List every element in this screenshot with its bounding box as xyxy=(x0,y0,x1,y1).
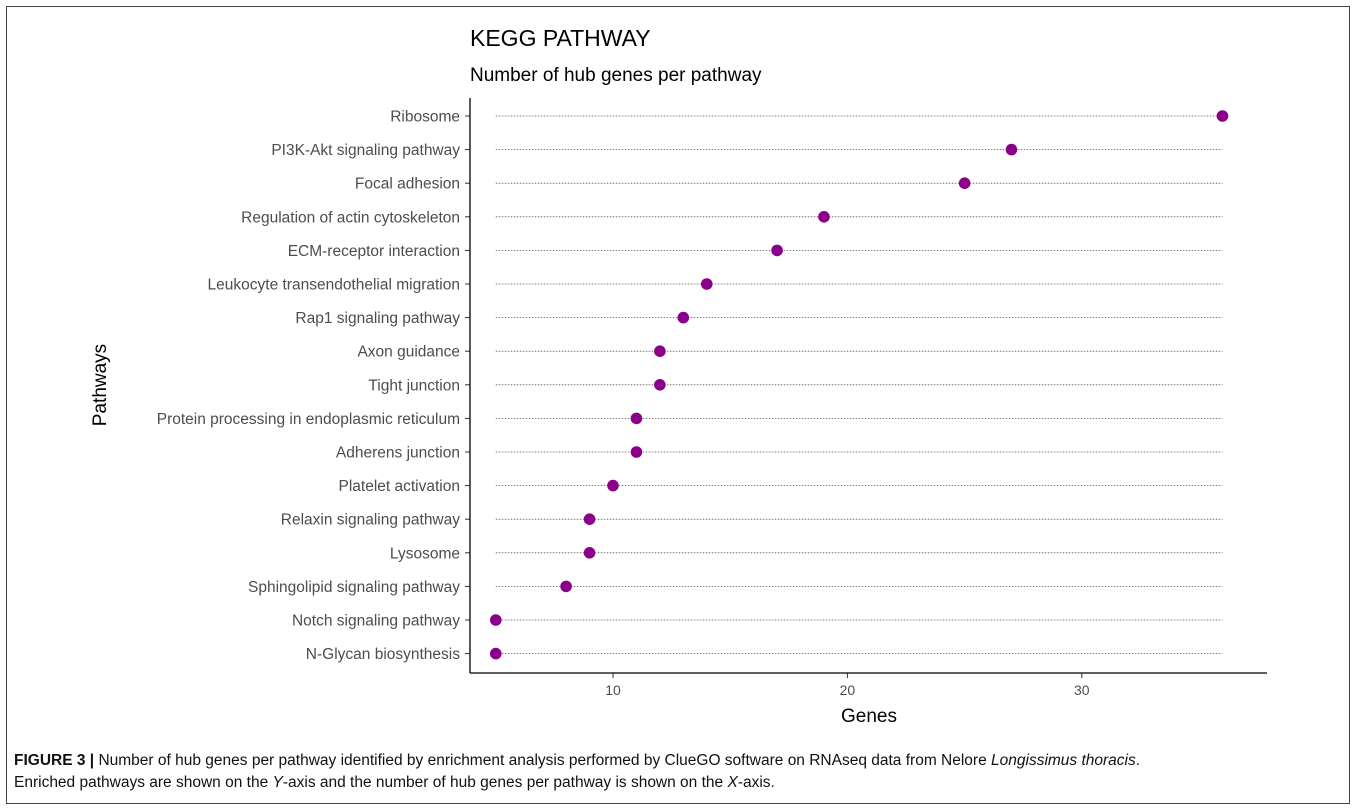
data-point xyxy=(607,479,619,492)
data-point xyxy=(489,614,502,626)
chart-subtitle: Number of hub genes per pathway xyxy=(470,65,762,86)
caption-text-3: Enriched pathways are shown on the xyxy=(14,774,273,791)
x-tick-label: 20 xyxy=(840,682,856,698)
caption-italic-species: Longissimus thoracis xyxy=(991,752,1136,769)
category-label: Sphingolipid signaling pathway xyxy=(248,579,460,596)
caption-text-2: . xyxy=(1135,752,1141,769)
dot-plot: KEGG PATHWAY Number of hub genes per pat… xyxy=(90,25,1267,727)
grid-lines xyxy=(495,115,1223,654)
data-point xyxy=(560,580,572,593)
figure-frame xyxy=(6,6,1350,804)
data-point xyxy=(1005,143,1018,156)
category-label: N-Glycan biosynthesis xyxy=(306,646,460,663)
caption-italic-y: Y xyxy=(272,774,283,791)
data-point xyxy=(677,311,690,324)
category-label: Focal adhesion xyxy=(355,176,460,193)
category-label: Adherens junction xyxy=(336,445,460,462)
category-label: PI3K-Akt signaling pathway xyxy=(271,142,460,159)
category-label: Leukocyte transendothelial migration xyxy=(208,277,460,294)
data-point xyxy=(818,211,830,223)
x-tick-label: 30 xyxy=(1074,682,1090,698)
category-label: Protein processing in endoplasmic reticu… xyxy=(157,411,460,428)
x-tick-label: 10 xyxy=(605,682,621,698)
caption-text-5: -axis. xyxy=(737,774,775,791)
category-label: Notch signaling pathway xyxy=(292,613,460,630)
data-point xyxy=(1216,110,1229,122)
category-label: Lysosome xyxy=(390,545,460,562)
figure-caption: FIGURE 3 | Number of hub genes per pathw… xyxy=(14,750,1344,794)
x-axis-title: Genes xyxy=(841,706,897,727)
data-point xyxy=(489,647,502,660)
category-label: Axon guidance xyxy=(357,344,460,361)
category-label: Tight junction xyxy=(368,377,460,394)
caption-text-4: -axis and the number of hub genes per pa… xyxy=(282,774,728,791)
data-point xyxy=(630,412,643,425)
data-points xyxy=(489,110,1229,660)
data-point xyxy=(654,379,666,391)
data-point xyxy=(771,244,783,257)
y-axis-title: Pathways xyxy=(90,344,111,426)
category-label: Relaxin signaling pathway xyxy=(281,512,460,529)
category-label: Regulation of actin cytoskeleton xyxy=(241,209,460,226)
caption-italic-x: X xyxy=(727,774,738,791)
chart-title: KEGG PATHWAY xyxy=(470,25,651,51)
data-point xyxy=(630,446,643,458)
data-point xyxy=(583,513,596,525)
caption-text-1: Number of hub genes per pathway identifi… xyxy=(94,752,992,769)
category-label: Platelet activation xyxy=(339,478,461,495)
data-point xyxy=(654,345,666,358)
category-labels: Ribosome PI3K-Akt signaling pathway Focal … xyxy=(157,109,470,663)
data-point xyxy=(700,278,713,290)
category-label: Ribosome xyxy=(390,109,460,126)
category-label: ECM-receptor interaction xyxy=(288,243,460,260)
category-label: Rap1 signaling pathway xyxy=(295,310,460,327)
data-point xyxy=(583,547,596,559)
caption-label: FIGURE 3 | xyxy=(14,752,95,769)
data-point xyxy=(958,177,971,189)
x-axis-ticks: 10 20 30 xyxy=(605,673,1090,698)
